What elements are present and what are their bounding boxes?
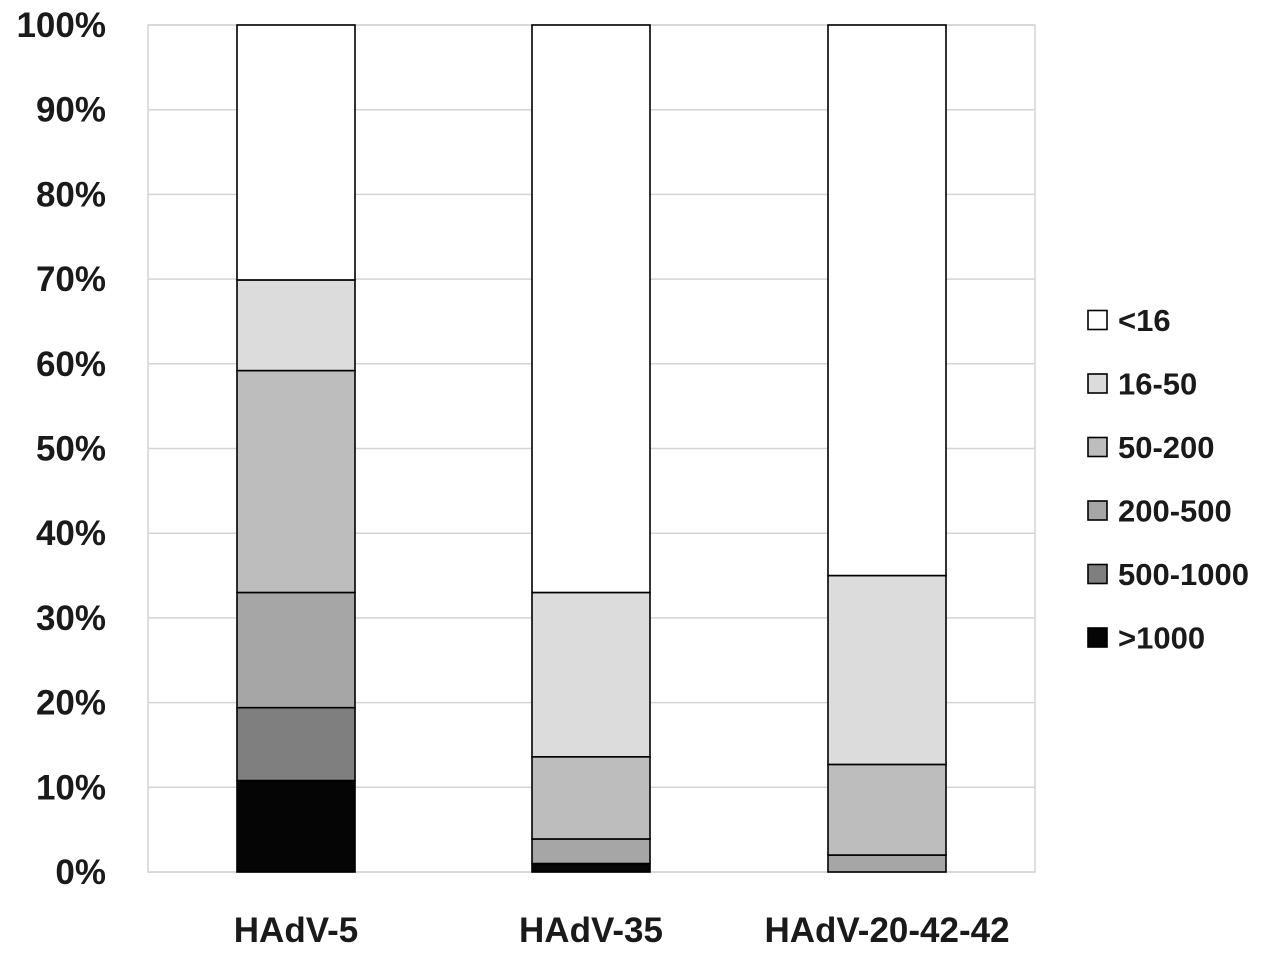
legend: <16 16-50 50-200 200-500 500-1000 >1000 xyxy=(1087,303,1249,656)
x-tick-label: HAdV-35 xyxy=(519,911,663,950)
y-tick-label: 30% xyxy=(36,599,106,638)
legend-swatch-200-500 xyxy=(1087,500,1108,521)
y-tick-label: 0% xyxy=(55,853,106,892)
y-tick-label: 20% xyxy=(36,684,106,723)
bar-segment-hadv-35-lt16 xyxy=(531,24,651,594)
bar-segment-hadv-5-200-500 xyxy=(236,591,356,709)
y-tick-label: 10% xyxy=(36,768,106,807)
bar-segment-hadv-5-gt1000 xyxy=(236,779,356,873)
y-tick-label: 70% xyxy=(36,260,106,299)
legend-swatch-50-200 xyxy=(1087,436,1108,458)
legend-swatch-lt16 xyxy=(1087,309,1108,331)
x-tick-label: HAdV-20-42-42 xyxy=(764,911,1009,950)
bars-layer xyxy=(236,24,947,873)
bar-segment-hadv-35-gt1000 xyxy=(531,862,651,873)
legend-label-500-1000: 500-1000 xyxy=(1118,557,1249,592)
legend-swatch-500-1000 xyxy=(1087,563,1108,585)
bar-segment-hadv-20-42-42-200-500 xyxy=(827,854,947,873)
bar-segment-hadv-5-50-200 xyxy=(236,369,356,594)
y-tick-label: 50% xyxy=(36,430,106,469)
bar-segment-hadv-5-lt16 xyxy=(236,24,356,281)
bar-segment-hadv-20-42-42-50-200 xyxy=(827,763,947,856)
legend-swatch-16-50 xyxy=(1087,373,1108,394)
bar-segment-hadv-5-16-50 xyxy=(236,279,356,372)
bar-segment-hadv-20-42-42-16-50 xyxy=(827,574,947,766)
legend-label-16-50: 16-50 xyxy=(1118,367,1197,402)
bar-segment-hadv-35-200-500 xyxy=(531,838,651,865)
legend-label-lt16: <16 xyxy=(1118,303,1171,338)
bar-segment-hadv-35-16-50 xyxy=(531,591,651,758)
legend-swatch-gt1000 xyxy=(1087,627,1108,648)
y-tick-label: 60% xyxy=(36,345,106,384)
axis-layer: 0% 10% 20% 30% 40% 50% 60% 70% 80% 90% 100% HAdV-5 H… xyxy=(16,6,1009,950)
y-tick-label: 80% xyxy=(36,175,106,214)
legend-label-200-500: 200-500 xyxy=(1118,494,1232,529)
bar-segment-hadv-20-42-42-lt16 xyxy=(827,24,947,577)
x-tick-label: HAdV-5 xyxy=(234,911,358,950)
y-tick-label: 90% xyxy=(36,91,106,130)
y-tick-label: 100% xyxy=(16,6,106,45)
bar-segment-hadv-5-500-1000 xyxy=(236,706,356,782)
bar-segment-hadv-35-50-200 xyxy=(531,756,651,840)
y-tick-label: 40% xyxy=(36,514,106,553)
legend-label-50-200: 50-200 xyxy=(1118,430,1215,465)
legend-label-gt1000: >1000 xyxy=(1118,621,1205,656)
